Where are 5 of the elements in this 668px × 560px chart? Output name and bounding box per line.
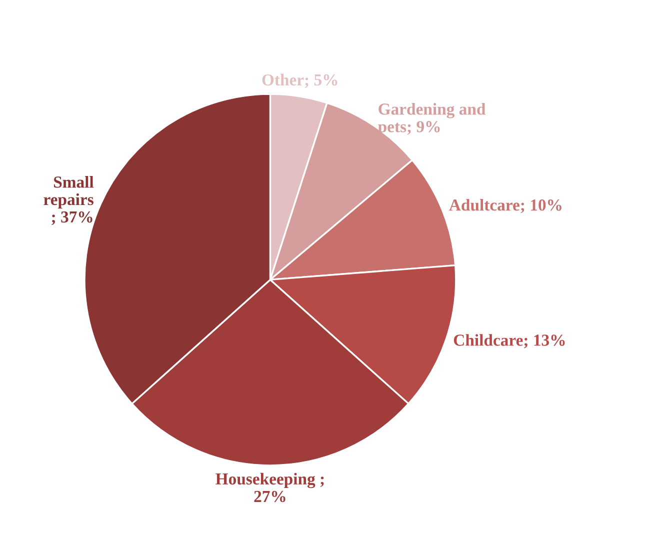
- slice-label: Small repairs ; 37%: [44, 176, 94, 226]
- slice-label: Childcare; 13%: [454, 334, 565, 348]
- slice-label: Other; 5%: [262, 74, 338, 88]
- slice-label: Housekeeping ; 27%: [216, 472, 324, 502]
- slice-label: Adultcare; 10%: [449, 198, 562, 214]
